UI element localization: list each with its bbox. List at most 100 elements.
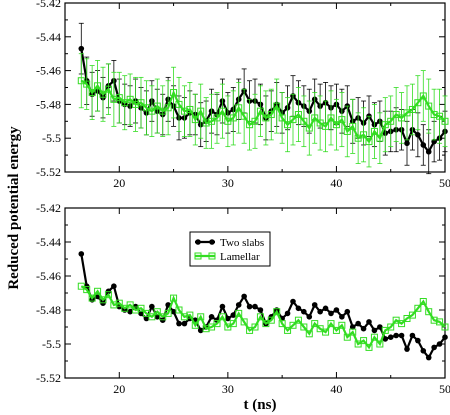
lamellar-point bbox=[365, 343, 373, 351]
lamellar-point bbox=[322, 328, 330, 336]
lamellar-point bbox=[104, 85, 112, 93]
lamellar-point bbox=[229, 320, 237, 328]
two-slabs-point bbox=[377, 324, 383, 330]
two-slabs-point bbox=[366, 319, 372, 325]
lamellar-point bbox=[338, 116, 346, 124]
lamellar-point bbox=[104, 291, 112, 299]
two-slabs-point bbox=[257, 307, 264, 313]
lamellar-point bbox=[343, 127, 351, 135]
lamellar-point bbox=[175, 100, 183, 108]
lamellar-point bbox=[229, 114, 237, 122]
two-slabs-point bbox=[404, 140, 410, 147]
two-slabs-point bbox=[442, 334, 448, 341]
lamellar-point bbox=[256, 313, 264, 321]
two-slabs-point bbox=[246, 303, 253, 310]
lamellar-point bbox=[202, 325, 210, 333]
two-slabs-point bbox=[371, 327, 378, 334]
lamellar-point bbox=[153, 102, 161, 110]
two-slabs-point bbox=[425, 354, 432, 361]
two-slabs-point bbox=[409, 332, 416, 339]
lamellar-point bbox=[398, 114, 406, 122]
two-slabs-point bbox=[328, 310, 334, 317]
y-tick-label: -5.42 bbox=[36, 0, 61, 10]
two-slabs-point bbox=[149, 303, 155, 310]
bottom-panel: 20 30 40 50 -5.42 -5.44 -5.46 -5.48 -5.5 -5.52 Two… bbox=[36, 201, 450, 396]
x-tick-label: 40 bbox=[330, 382, 342, 396]
y-tick-label: -5.48 bbox=[36, 97, 61, 111]
lamellar-point bbox=[88, 294, 96, 302]
two-slabs-point bbox=[333, 307, 340, 313]
two-slabs-point bbox=[284, 310, 291, 317]
x-tick-label: 40 bbox=[330, 176, 342, 190]
two-slabs-point bbox=[197, 327, 204, 334]
two-slabs-point bbox=[306, 314, 313, 320]
lamellar-point bbox=[294, 316, 302, 324]
two-slabs-point bbox=[339, 314, 345, 320]
lamellar-point bbox=[256, 107, 264, 115]
two-slabs-point bbox=[404, 346, 410, 352]
two-slabs-point bbox=[127, 308, 133, 315]
lamellar-point bbox=[126, 301, 134, 309]
lamellar-point bbox=[164, 104, 172, 112]
lamellar-point bbox=[148, 313, 156, 321]
two-slabs-point bbox=[170, 308, 177, 315]
lamellar-point bbox=[414, 99, 422, 107]
x-tick-label: 30 bbox=[222, 176, 234, 190]
two-slabs-point bbox=[219, 303, 226, 310]
lamellar-point bbox=[408, 311, 416, 319]
lamellar-point bbox=[197, 107, 205, 115]
lamellar-point bbox=[311, 320, 319, 328]
lamellar-point bbox=[115, 299, 123, 307]
lamellar-point bbox=[322, 122, 330, 130]
y-tick-label: -5.48 bbox=[36, 303, 61, 317]
x-tick-label: 20 bbox=[113, 382, 125, 396]
lamellar-point bbox=[360, 131, 368, 139]
two-slabs-point bbox=[393, 332, 399, 339]
lamellar-point bbox=[235, 104, 243, 112]
two-slabs-point bbox=[176, 320, 182, 327]
lamellar-point bbox=[305, 330, 313, 338]
two-slabs-point bbox=[235, 302, 242, 308]
lamellar-point bbox=[115, 94, 123, 102]
lamellar-point bbox=[197, 313, 205, 321]
lamellar-point bbox=[202, 119, 210, 127]
legend-lamellar-marker bbox=[194, 252, 202, 260]
lamellar-point bbox=[240, 318, 248, 326]
two-slabs-point bbox=[425, 148, 432, 155]
lamellar-point bbox=[425, 308, 433, 316]
lamellar-point bbox=[360, 337, 368, 345]
lamellar-point bbox=[186, 105, 194, 113]
legend-box bbox=[189, 231, 271, 267]
lamellar-point bbox=[132, 100, 140, 108]
y-tick-label: -5.5 bbox=[42, 131, 61, 145]
two-slabs-point bbox=[181, 320, 188, 327]
lamellar-point bbox=[278, 114, 286, 122]
lamellar-point bbox=[218, 107, 226, 115]
legend-two-slabs-marker bbox=[195, 239, 201, 245]
lamellar-point bbox=[170, 89, 178, 97]
lamellar-point bbox=[305, 124, 313, 132]
lamellar-point bbox=[180, 107, 188, 115]
x-axis-title: t (ns) bbox=[244, 397, 277, 413]
two-slabs-point bbox=[78, 251, 85, 257]
lamellar-point bbox=[425, 102, 433, 110]
lamellar-point bbox=[343, 333, 351, 341]
lamellar-point bbox=[311, 114, 319, 122]
y-tick-label: -5.52 bbox=[36, 371, 61, 385]
lamellar-point bbox=[153, 308, 161, 316]
lamellar-point bbox=[370, 333, 378, 341]
lamellar-point bbox=[137, 304, 145, 312]
lamellar-point bbox=[99, 296, 107, 304]
two-slabs-point bbox=[344, 308, 351, 315]
lamellar-point bbox=[267, 316, 275, 324]
top-panel: 20 30 40 50 -5.42 -5.44 -5.46 -5.48 -5.5 -5.52 bbox=[36, 0, 450, 190]
lamellar-point bbox=[88, 89, 96, 97]
lamellar-point bbox=[387, 117, 395, 125]
lamellar-point bbox=[218, 313, 226, 321]
lamellar-point bbox=[240, 112, 248, 120]
two-slabs-point bbox=[382, 336, 389, 342]
two-slabs-point bbox=[317, 308, 323, 315]
lamellar-point bbox=[300, 323, 308, 331]
lamellar-point bbox=[436, 112, 444, 120]
